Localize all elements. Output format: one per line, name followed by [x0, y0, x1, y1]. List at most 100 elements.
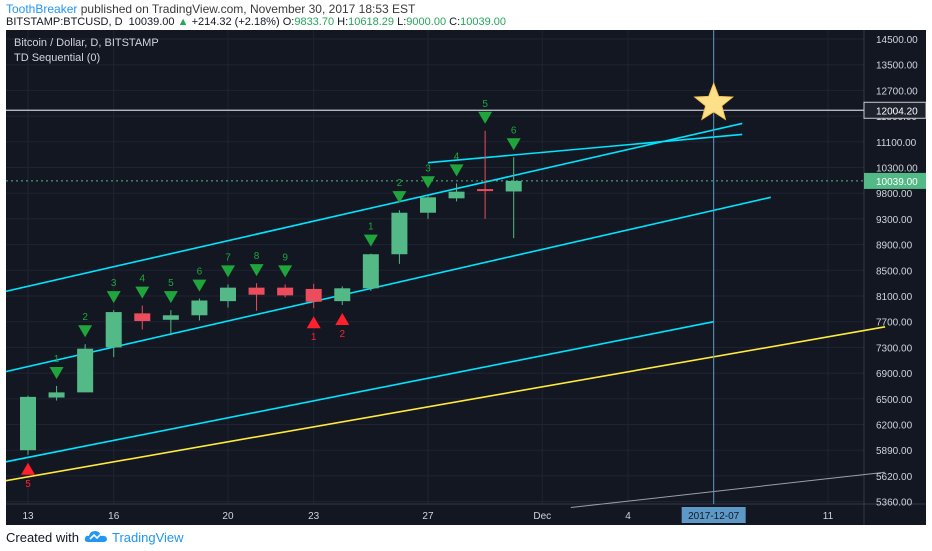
- open-label: O:: [282, 16, 295, 28]
- candle-body: [448, 191, 465, 199]
- level-price-label: 12004.20: [876, 106, 918, 117]
- chart-legend: Bitcoin / Dollar, D, BITSTAMP TD Sequent…: [14, 36, 159, 66]
- cloud-icon: [84, 531, 107, 542]
- time-tick-label: 11: [823, 511, 834, 522]
- td-down-triangle: [478, 111, 493, 124]
- td-down-triangle: [278, 265, 293, 278]
- td-up-triangle: [21, 462, 35, 475]
- price-tick-label: 7700.00: [876, 318, 913, 329]
- author-link[interactable]: ToothBreaker: [6, 2, 78, 16]
- chart-background: [6, 30, 926, 525]
- time-tick-label: 23: [308, 511, 320, 522]
- td-down-triangle: [220, 265, 235, 278]
- price-tick-label: 9300.00: [876, 215, 913, 226]
- time-tick-label: 20: [222, 511, 234, 522]
- candle-body: [105, 312, 122, 348]
- candle-body: [162, 315, 179, 320]
- last-price-box: [864, 172, 926, 189]
- td-down-triangle: [506, 138, 521, 151]
- star-icon: [693, 81, 735, 121]
- last-price-label: 10039.00: [876, 177, 918, 188]
- td-count-label: 6: [511, 125, 517, 136]
- candle-body: [391, 212, 408, 255]
- td-count-label: 3: [111, 278, 117, 289]
- date-marker-label: 2017-12-07: [688, 511, 740, 522]
- price-tick-label: 7300.00: [876, 343, 913, 354]
- candle-body: [219, 287, 236, 302]
- publish-line: ToothBreaker published on TradingView.co…: [6, 2, 415, 16]
- channel-line: [6, 196, 771, 373]
- td-count-label: 6: [197, 267, 203, 278]
- legend-indicator[interactable]: TD Sequential (0): [14, 52, 101, 64]
- high-value: 10618.29: [348, 16, 395, 28]
- td-down-triangle: [49, 366, 64, 379]
- td-down-triangle: [106, 291, 121, 304]
- open-value: 9833.70: [294, 16, 335, 28]
- price-tick-label: 8900.00: [876, 241, 913, 252]
- td-count-label: 2: [82, 312, 88, 323]
- level-price-box: [863, 101, 926, 119]
- td-count-label: 9: [282, 252, 288, 263]
- price-change: +214.32 (+2.18%): [191, 16, 280, 28]
- candle-body: [191, 300, 208, 316]
- price-tick-label: 6500.00: [876, 395, 913, 406]
- channel-line: [427, 133, 743, 164]
- td-count-label: 5: [482, 99, 488, 110]
- time-tick-label: 27: [422, 511, 434, 522]
- last-price: 10039.00: [128, 16, 175, 28]
- td-down-triangle: [135, 286, 150, 299]
- up-triangle-icon: ▲: [177, 16, 189, 28]
- price-tick-label: 5620.00: [876, 472, 913, 483]
- price-tick-label: 10300.00: [876, 164, 918, 175]
- support-line: [6, 326, 886, 482]
- td-down-triangle: [420, 176, 435, 189]
- td-count-label: 1: [54, 354, 60, 365]
- candle-body: [477, 189, 494, 192]
- tradingview-brand: TradingView: [112, 530, 184, 545]
- candle-body: [134, 313, 151, 322]
- publish-header: ToothBreaker published on TradingView.co…: [0, 0, 932, 30]
- td-down-triangle: [449, 164, 464, 177]
- candle-body: [362, 254, 379, 289]
- time-tick-label: 16: [108, 511, 120, 522]
- date-marker-box: [681, 507, 746, 523]
- channel-line: [6, 320, 714, 463]
- td-down-triangle: [392, 191, 407, 204]
- candle-body: [419, 197, 436, 213]
- footer: Created with TradingView: [0, 525, 932, 550]
- candle-body: [334, 288, 351, 302]
- time-tick-label: Dec: [533, 511, 551, 522]
- td-count-label: 1: [311, 332, 317, 343]
- td-count-label: 5: [168, 278, 174, 289]
- td-count-label: 3: [425, 163, 431, 174]
- channel-line: [6, 122, 743, 293]
- price-tick-label: 8500.00: [876, 266, 913, 277]
- td-count-label: 4: [454, 151, 460, 162]
- time-tick-label: 13: [22, 511, 34, 522]
- td-count-label: 2: [397, 178, 403, 189]
- created-with-text: Created with: [6, 530, 79, 545]
- price-tick-label: 11100.00: [876, 138, 917, 149]
- price-tick-label: 12700.00: [876, 86, 918, 97]
- td-count-label: 5: [25, 479, 31, 490]
- ohlc-line: BITSTAMP:BTCUSD, D 10039.00 ▲ +214.32 (+…: [6, 16, 506, 28]
- time-tick-label: 4: [625, 511, 631, 522]
- candle-body: [20, 396, 36, 451]
- published-text: published on TradingView.com, November 3…: [80, 2, 416, 16]
- chart-panel[interactable]: 1 2 3 4 5 6 7 8 9 1 2 3 4 5 6 5 1 2 14500.00 13500.00 12700.…: [6, 30, 926, 525]
- price-tick-label: 13500.00: [876, 61, 918, 72]
- high-label: H:: [337, 16, 349, 28]
- low-label: L:: [397, 16, 407, 28]
- tradingview-logo[interactable]: TradingView: [84, 528, 184, 546]
- td-count-label: 4: [139, 274, 145, 285]
- low-value: 9000.00: [406, 16, 447, 28]
- td-up-triangle: [335, 312, 350, 325]
- td-count-label: 1: [368, 222, 374, 233]
- trend-line-faint: [570, 471, 886, 509]
- td-down-triangle: [363, 234, 378, 247]
- price-tick-label: 9800.00: [876, 189, 913, 200]
- close-label: C:: [449, 16, 461, 28]
- td-down-triangle: [249, 264, 264, 277]
- candle-body: [505, 180, 522, 192]
